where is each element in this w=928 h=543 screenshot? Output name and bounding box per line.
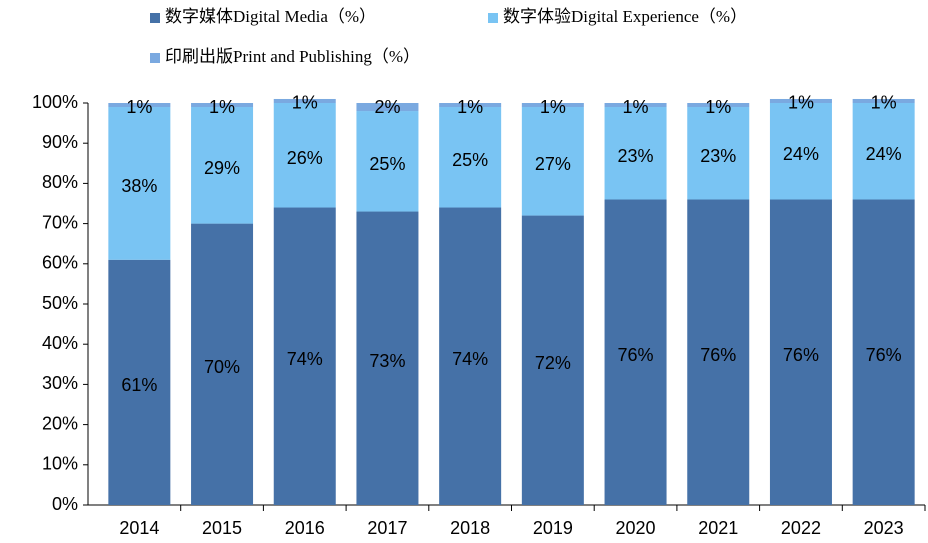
data-label: 1% bbox=[788, 93, 814, 113]
bar-segment bbox=[439, 103, 502, 108]
bar-segment bbox=[852, 199, 915, 506]
data-label: 24% bbox=[783, 144, 819, 164]
data-label: 25% bbox=[369, 154, 405, 174]
y-tick-label: 10% bbox=[42, 454, 78, 474]
bar-segment bbox=[769, 103, 832, 200]
y-tick-label: 80% bbox=[42, 172, 78, 192]
bar-segment bbox=[687, 199, 750, 506]
bar-segment bbox=[273, 103, 336, 208]
bar-segment bbox=[108, 259, 171, 505]
data-label: 76% bbox=[700, 345, 736, 365]
data-label: 26% bbox=[287, 148, 323, 168]
data-label: 1% bbox=[209, 97, 235, 117]
x-tick-label: 2021 bbox=[698, 518, 738, 538]
x-tick-label: 2017 bbox=[367, 518, 407, 538]
bar-segment bbox=[273, 98, 336, 103]
data-label: 76% bbox=[783, 345, 819, 365]
x-tick-label: 2018 bbox=[450, 518, 490, 538]
bar-segment bbox=[191, 107, 254, 224]
bar-segment bbox=[604, 107, 667, 200]
bar-segment bbox=[191, 223, 254, 505]
bar-segment bbox=[521, 107, 584, 216]
bar-segment bbox=[439, 107, 502, 208]
data-label: 1% bbox=[623, 97, 649, 117]
data-label: 74% bbox=[287, 349, 323, 369]
legend-swatch bbox=[150, 53, 160, 63]
data-label: 1% bbox=[292, 93, 318, 113]
y-tick-label: 60% bbox=[42, 253, 78, 273]
data-label: 1% bbox=[871, 93, 897, 113]
data-label: 70% bbox=[204, 357, 240, 377]
y-tick-label: 70% bbox=[42, 212, 78, 232]
data-label: 74% bbox=[452, 349, 488, 369]
bar-segment bbox=[769, 199, 832, 506]
data-label: 27% bbox=[535, 154, 571, 174]
bar-segment bbox=[356, 111, 419, 212]
bar-segment bbox=[604, 103, 667, 108]
y-tick-label: 30% bbox=[42, 373, 78, 393]
bar-segment bbox=[521, 215, 584, 505]
y-tick-label: 20% bbox=[42, 413, 78, 433]
x-tick-label: 2014 bbox=[119, 518, 159, 538]
data-label: 1% bbox=[540, 97, 566, 117]
bar-segment bbox=[769, 98, 832, 103]
legend-label: 数字体验Digital Experience（%） bbox=[503, 7, 747, 26]
data-label: 76% bbox=[618, 345, 654, 365]
bar-segment bbox=[108, 107, 171, 260]
y-tick-label: 100% bbox=[32, 92, 78, 112]
y-tick-label: 90% bbox=[42, 132, 78, 152]
x-tick-label: 2022 bbox=[781, 518, 821, 538]
bar-segment bbox=[521, 103, 584, 108]
bar-segment bbox=[439, 207, 502, 505]
legend-label: 数字媒体Digital Media（%） bbox=[165, 7, 376, 26]
data-label: 23% bbox=[618, 146, 654, 166]
bar-segment bbox=[273, 207, 336, 505]
data-label: 23% bbox=[700, 146, 736, 166]
bar-segment bbox=[356, 211, 419, 506]
data-label: 73% bbox=[369, 351, 405, 371]
x-tick-label: 2016 bbox=[285, 518, 325, 538]
legend-swatch bbox=[488, 13, 498, 23]
y-tick-label: 50% bbox=[42, 293, 78, 313]
x-tick-label: 2015 bbox=[202, 518, 242, 538]
bar-segment bbox=[356, 103, 419, 112]
bar-segment bbox=[852, 103, 915, 200]
y-tick-label: 0% bbox=[52, 494, 78, 514]
data-label: 2% bbox=[374, 97, 400, 117]
data-label: 61% bbox=[121, 375, 157, 395]
x-tick-label: 2020 bbox=[616, 518, 656, 538]
x-tick-label: 2023 bbox=[864, 518, 904, 538]
data-label: 1% bbox=[457, 97, 483, 117]
bar-segment bbox=[191, 103, 254, 108]
bar-segment bbox=[604, 199, 667, 506]
x-tick-label: 2019 bbox=[533, 518, 573, 538]
bar-segment bbox=[108, 103, 171, 108]
data-label: 1% bbox=[705, 97, 731, 117]
bar-segment bbox=[852, 98, 915, 103]
legend-label: 印刷出版Print and Publishing（%） bbox=[165, 47, 420, 66]
legend-swatch bbox=[150, 13, 160, 23]
data-label: 72% bbox=[535, 353, 571, 373]
y-tick-label: 40% bbox=[42, 333, 78, 353]
data-label: 38% bbox=[121, 176, 157, 196]
bar-segment bbox=[687, 107, 750, 200]
data-label: 1% bbox=[126, 97, 152, 117]
data-label: 29% bbox=[204, 158, 240, 178]
data-label: 24% bbox=[866, 144, 902, 164]
data-label: 76% bbox=[866, 345, 902, 365]
data-label: 25% bbox=[452, 150, 488, 170]
bar-segment bbox=[687, 103, 750, 108]
